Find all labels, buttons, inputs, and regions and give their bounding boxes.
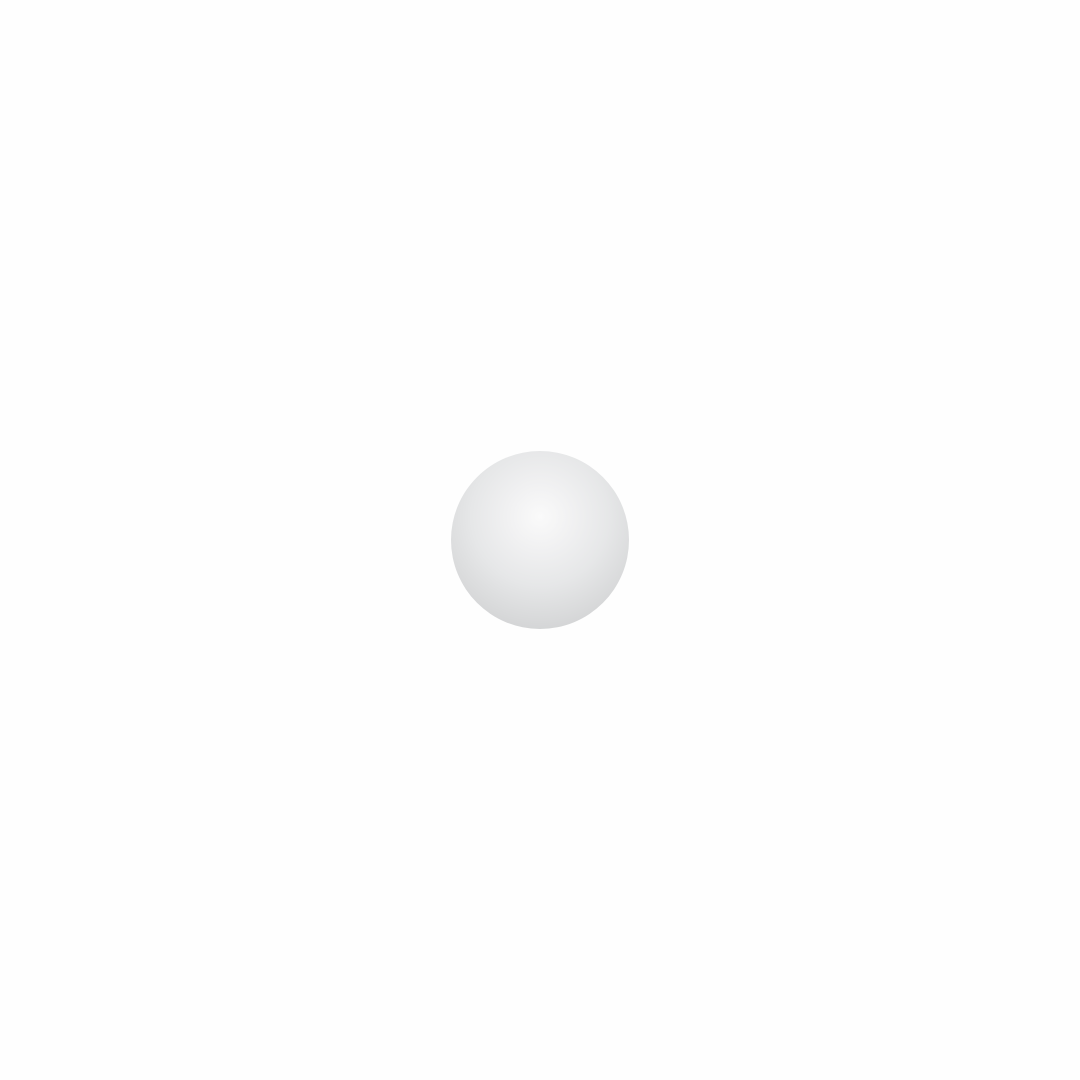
sphere-icon: [451, 451, 629, 629]
